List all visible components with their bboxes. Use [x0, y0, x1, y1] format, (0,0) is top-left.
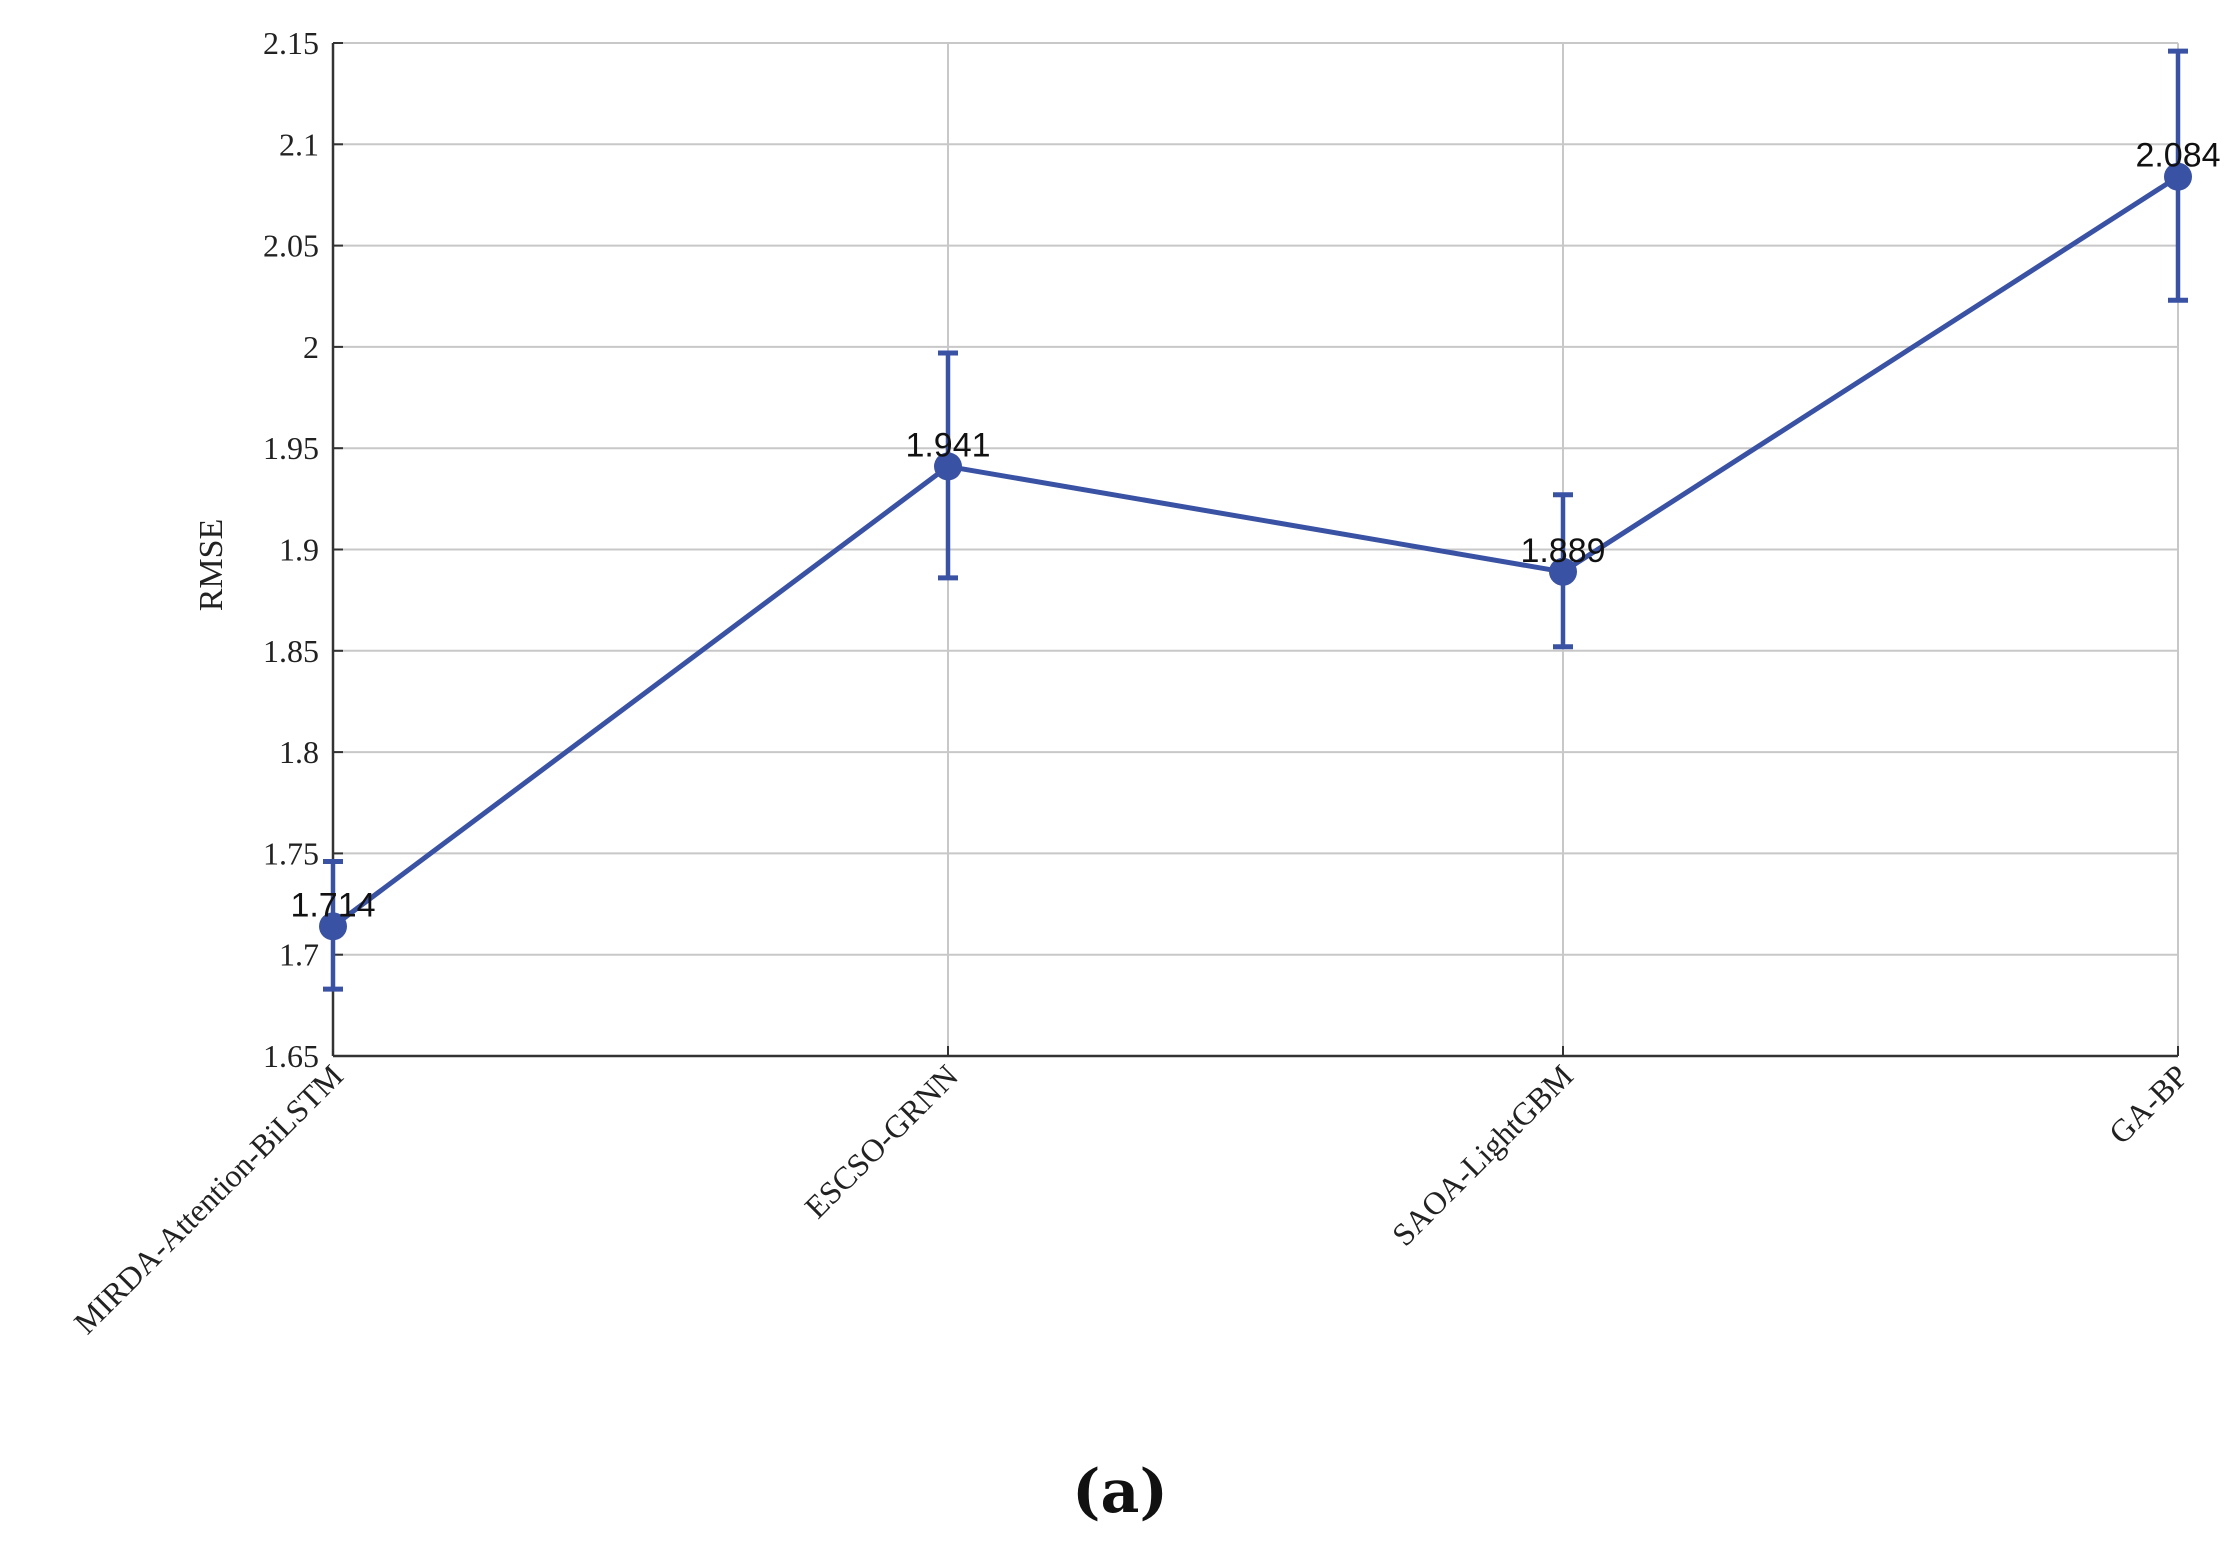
y-tick-label: 2.1 — [279, 126, 319, 162]
y-tick-label: 1.65 — [263, 1038, 319, 1074]
y-tick-label: 1.95 — [263, 430, 319, 466]
grid — [332, 42, 2179, 1057]
y-tick-label: 1.8 — [279, 734, 319, 770]
x-tick-label: ESCSO-GRNN — [797, 1057, 965, 1225]
data-labels: 1.714 1.941 1.889 2.084 — [290, 137, 2220, 925]
series-line — [331, 174, 2180, 929]
x-tick-label: MIRDA-Attention-BiLSTM — [67, 1057, 350, 1340]
y-tick-label: 2.15 — [263, 25, 319, 61]
data-label: 1.889 — [1520, 532, 1605, 570]
data-label: 2.084 — [2135, 137, 2220, 175]
x-tick-label: GA-BP — [2102, 1057, 2195, 1150]
data-label: 1.941 — [905, 426, 990, 464]
x-tick-label: SAOA-LightGBM — [1385, 1057, 1580, 1252]
data-point — [319, 912, 347, 941]
y-axis-title: RMSE — [193, 519, 230, 612]
x-tick-labels: MIRDA-Attention-BiLSTM ESCSO-GRNN SAOA-Lig… — [67, 1057, 2195, 1340]
y-tick-label: 1.7 — [279, 937, 319, 973]
data-point — [1549, 557, 1577, 586]
series — [319, 48, 2192, 992]
y-tick-label: 2 — [303, 329, 319, 365]
data-label: 1.714 — [290, 886, 375, 924]
y-tick-label: 1.75 — [263, 835, 319, 871]
figure-caption: (a) — [1072, 1457, 1168, 1527]
data-point — [934, 452, 962, 481]
y-tick-labels: 1.65 1.7 1.75 1.8 1.85 1.9 1.95 2 2.05 2.1 2.15 — [263, 25, 319, 1074]
data-point — [2164, 162, 2192, 191]
y-tick-label: 1.9 — [279, 532, 319, 568]
y-tick-label: 1.85 — [263, 633, 319, 669]
y-tick-label: 2.05 — [263, 228, 319, 264]
